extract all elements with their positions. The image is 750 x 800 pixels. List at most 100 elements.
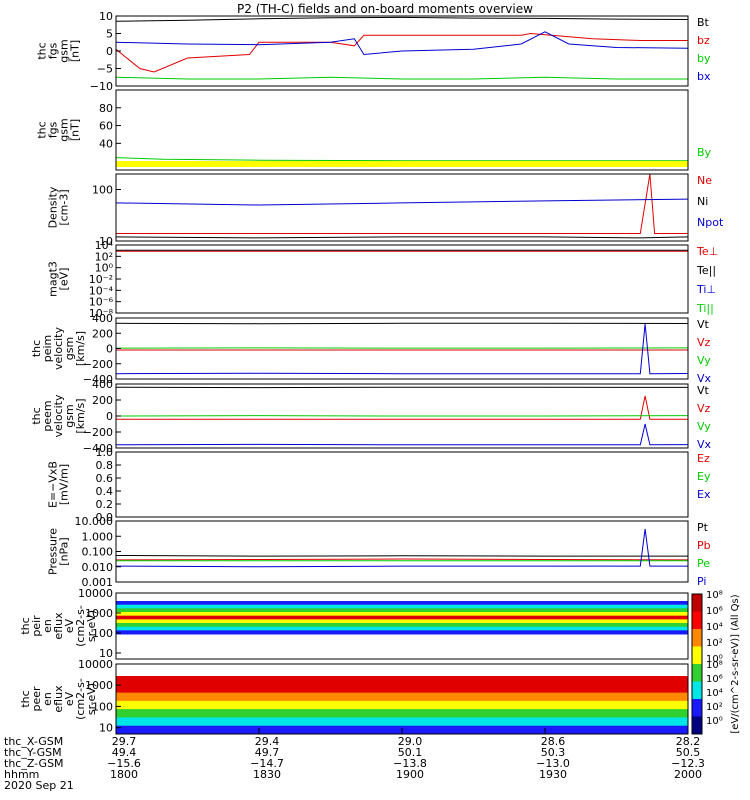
panel-frame <box>115 244 689 314</box>
y-tick-label: 10⁻⁶ <box>89 296 114 309</box>
y-tick-label: 0.100 <box>82 546 114 559</box>
yellow-status-band <box>116 161 688 167</box>
legend-entry: Ex <box>697 488 711 501</box>
y-tick-label: 0.001 <box>82 576 114 589</box>
y-tick-label: 10.000 <box>75 515 114 528</box>
y-tick-label: 60 <box>99 120 113 133</box>
y-label-line: [eV] <box>58 268 71 291</box>
y-tick-label: −200 <box>83 358 113 371</box>
y-label-line: thc <box>36 121 49 138</box>
x-row-value: 28.2 <box>676 735 701 748</box>
panels: 1050−5−10thcfgsgsm[nT]Btbzbybx806040thcf… <box>19 10 724 735</box>
colorbar-tick-label: 10⁴ <box>706 622 723 633</box>
y-tick-label: 10 <box>99 10 113 23</box>
legend-entry: Vx <box>697 372 712 385</box>
y-label-line: Pressure <box>47 528 60 575</box>
y-tick-label: 0.6 <box>96 472 114 485</box>
heatmap-band <box>116 626 688 631</box>
y-tick-label: 80 <box>99 102 113 115</box>
panel-frame <box>115 89 689 171</box>
heatmap-band <box>116 608 688 613</box>
y-tick-label: 0.2 <box>96 498 114 511</box>
legend-entry: Ey <box>697 470 711 483</box>
legend-entry: Ti⊥ <box>696 283 716 296</box>
y-label-line: eV <box>63 618 76 633</box>
y-label-line: sr-eV) <box>85 683 98 715</box>
x-row-value: 1830 <box>253 768 281 781</box>
y-tick-label: 100 <box>92 700 113 713</box>
series-Pt <box>115 555 688 557</box>
legend-entry: bx <box>697 70 711 83</box>
y-label-line: [cm-3] <box>58 189 71 225</box>
heatmap-band <box>116 601 688 606</box>
y-tick-label: 10⁴ <box>95 239 114 252</box>
panel-efield: 1.00.80.60.40.20.0 E=−VxB[mV/m] Ez Ey Ex <box>47 446 711 524</box>
y-tick-label: 10⁻⁸ <box>89 307 114 320</box>
heatmap-band <box>116 717 688 727</box>
y-label-line: [km/s] <box>74 398 87 433</box>
x-row-value: 29.0 <box>398 735 423 748</box>
x-row-label: thc_Z-GSM <box>4 757 64 770</box>
series-Pi <box>115 528 688 568</box>
legend-entry: Pt <box>697 521 709 534</box>
colorbar-tick-label: 10⁰ <box>706 716 723 727</box>
y-tick-label: 1.0 <box>96 446 114 459</box>
heatmap-band <box>116 684 688 694</box>
x-row-label: thc_X-GSM <box>4 735 63 748</box>
y-tick-label: 0 <box>106 410 113 423</box>
heatmap-band <box>116 692 688 702</box>
y-label-line: thc <box>36 42 49 59</box>
colorbar-segment <box>692 716 702 735</box>
legend-entry: Ni <box>697 195 708 208</box>
y-axis-label: E=−VxB[mV/m] <box>47 461 71 508</box>
series-Ne <box>116 173 688 234</box>
y-tick-label: 400 <box>92 378 113 391</box>
x-row-value: 2000 <box>674 768 702 781</box>
y-axis-label: Density[cm-3] <box>47 186 71 228</box>
panel-density: 100 10 Density[cm-3] Ne Ni Npot <box>47 173 724 248</box>
colorbar-tick-label: 10⁸ <box>706 660 723 671</box>
x-row-value: −15.6 <box>107 757 141 770</box>
series-bz <box>115 32 688 73</box>
legend-entry: Vt <box>697 384 710 397</box>
x-row-label: hhmm <box>4 768 39 781</box>
y-tick-label: −200 <box>83 426 113 439</box>
x-row-value: −13.8 <box>393 757 427 770</box>
legend-entry: Npot <box>697 216 724 229</box>
y-label-line: [nT] <box>69 119 82 141</box>
panel-peir: 10000100010010thcpeirenefluxeV(cm2-s-sr-… <box>19 587 689 660</box>
y-label-line: thc <box>30 340 43 357</box>
y-label-line: peir <box>30 615 43 637</box>
colorbar-tick-label: 10² <box>706 638 723 649</box>
y-label-line: en <box>41 619 54 633</box>
y-tick-label: 0.0 <box>96 511 114 524</box>
heatmap-band <box>116 709 688 718</box>
y-label-line: [km/s] <box>74 331 87 366</box>
y-tick-label: 10000 <box>78 587 113 600</box>
legend-entry: Ti|| <box>696 302 714 315</box>
colorbar-segment <box>692 611 702 630</box>
heatmap-band <box>116 630 688 635</box>
heatmap-band <box>116 612 688 617</box>
y-label-line: [nT] <box>69 40 82 62</box>
legend-entry: Ne <box>697 174 712 187</box>
legend-entry: Pi <box>697 575 706 588</box>
legend-entry: Pe <box>697 557 710 570</box>
y-label-line: gsm <box>58 118 71 141</box>
heatmap-band <box>116 676 688 685</box>
y-label-line: thc <box>19 617 32 634</box>
y-axis-label: Pressure[nPa] <box>47 528 71 575</box>
x-row-value: 1930 <box>539 768 567 781</box>
y-label-line: eflux <box>52 612 65 640</box>
legend-entry: by <box>697 52 711 65</box>
series-bx <box>115 31 689 56</box>
y-tick-label: 100 <box>92 627 113 640</box>
y-tick-label: 1000 <box>85 679 113 692</box>
